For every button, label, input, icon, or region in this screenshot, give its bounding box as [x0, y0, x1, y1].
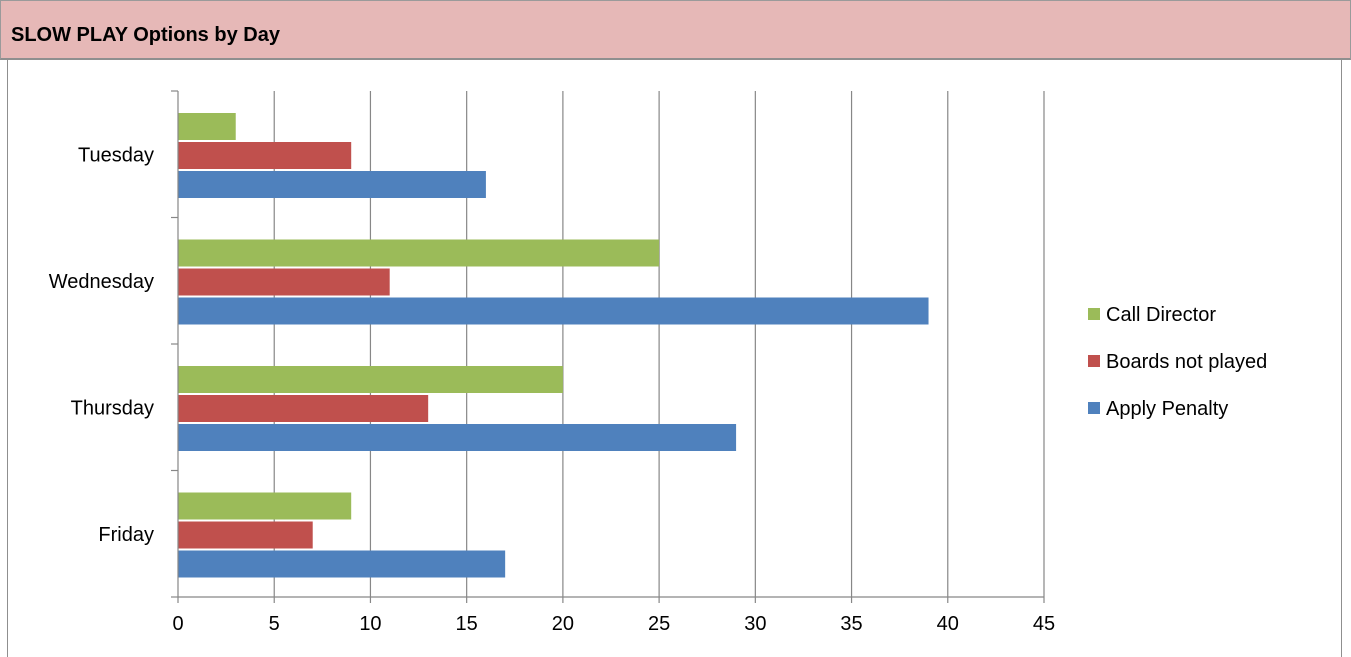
bar-apply-penalty: [178, 424, 737, 451]
bar-call-director: [178, 113, 236, 140]
bar-boards-not-played: [178, 395, 429, 422]
header-bar: SLOW PLAY Options by Day: [0, 0, 1351, 60]
y-category-label: Friday: [98, 524, 154, 546]
bar-apply-penalty: [178, 297, 929, 325]
legend-swatch: [1088, 308, 1100, 320]
bar-call-director: [178, 492, 352, 520]
chart-axes: [171, 90, 1045, 603]
chart-gridlines: [273, 91, 1045, 597]
bar-boards-not-played: [178, 142, 352, 169]
chart-labels: 0 5 10 15 20 25 30 35 40 45 Tuesday Wednesday Thursd…: [49, 144, 1055, 635]
page-title: SLOW PLAY Options by Day: [11, 24, 280, 46]
x-tick-label: 35: [840, 613, 862, 635]
frame-left-border: [7, 60, 8, 657]
frame-right-border: [1341, 60, 1342, 657]
bar-boards-not-played: [178, 521, 313, 549]
bar-apply-penalty: [178, 171, 486, 198]
x-tick-label: 0: [172, 613, 183, 635]
legend-label: Boards not played: [1106, 351, 1267, 373]
legend-label: Apply Penalty: [1106, 398, 1228, 420]
chart-bars: [178, 113, 929, 578]
chart-legend: Call Director Boards not played Apply Pena…: [1088, 304, 1267, 420]
bar-apply-penalty: [178, 550, 506, 578]
x-tick-label: 40: [937, 613, 959, 635]
bar-boards-not-played: [178, 268, 390, 296]
y-category-label: Thursday: [71, 397, 154, 419]
x-tick-label: 15: [456, 613, 478, 635]
x-tick-label: 5: [269, 613, 280, 635]
x-tick-label: 20: [552, 613, 574, 635]
bar-call-director: [178, 366, 563, 393]
y-category-label: Wednesday: [49, 271, 154, 293]
bar-call-director: [178, 239, 660, 267]
y-category-label: Tuesday: [78, 144, 154, 166]
x-tick-label: 45: [1033, 613, 1055, 635]
x-tick-label: 30: [744, 613, 766, 635]
legend-swatch: [1088, 355, 1100, 367]
x-tick-label: 25: [648, 613, 670, 635]
legend-swatch: [1088, 402, 1100, 414]
x-tick-label: 10: [359, 613, 381, 635]
legend-label: Call Director: [1106, 304, 1216, 326]
